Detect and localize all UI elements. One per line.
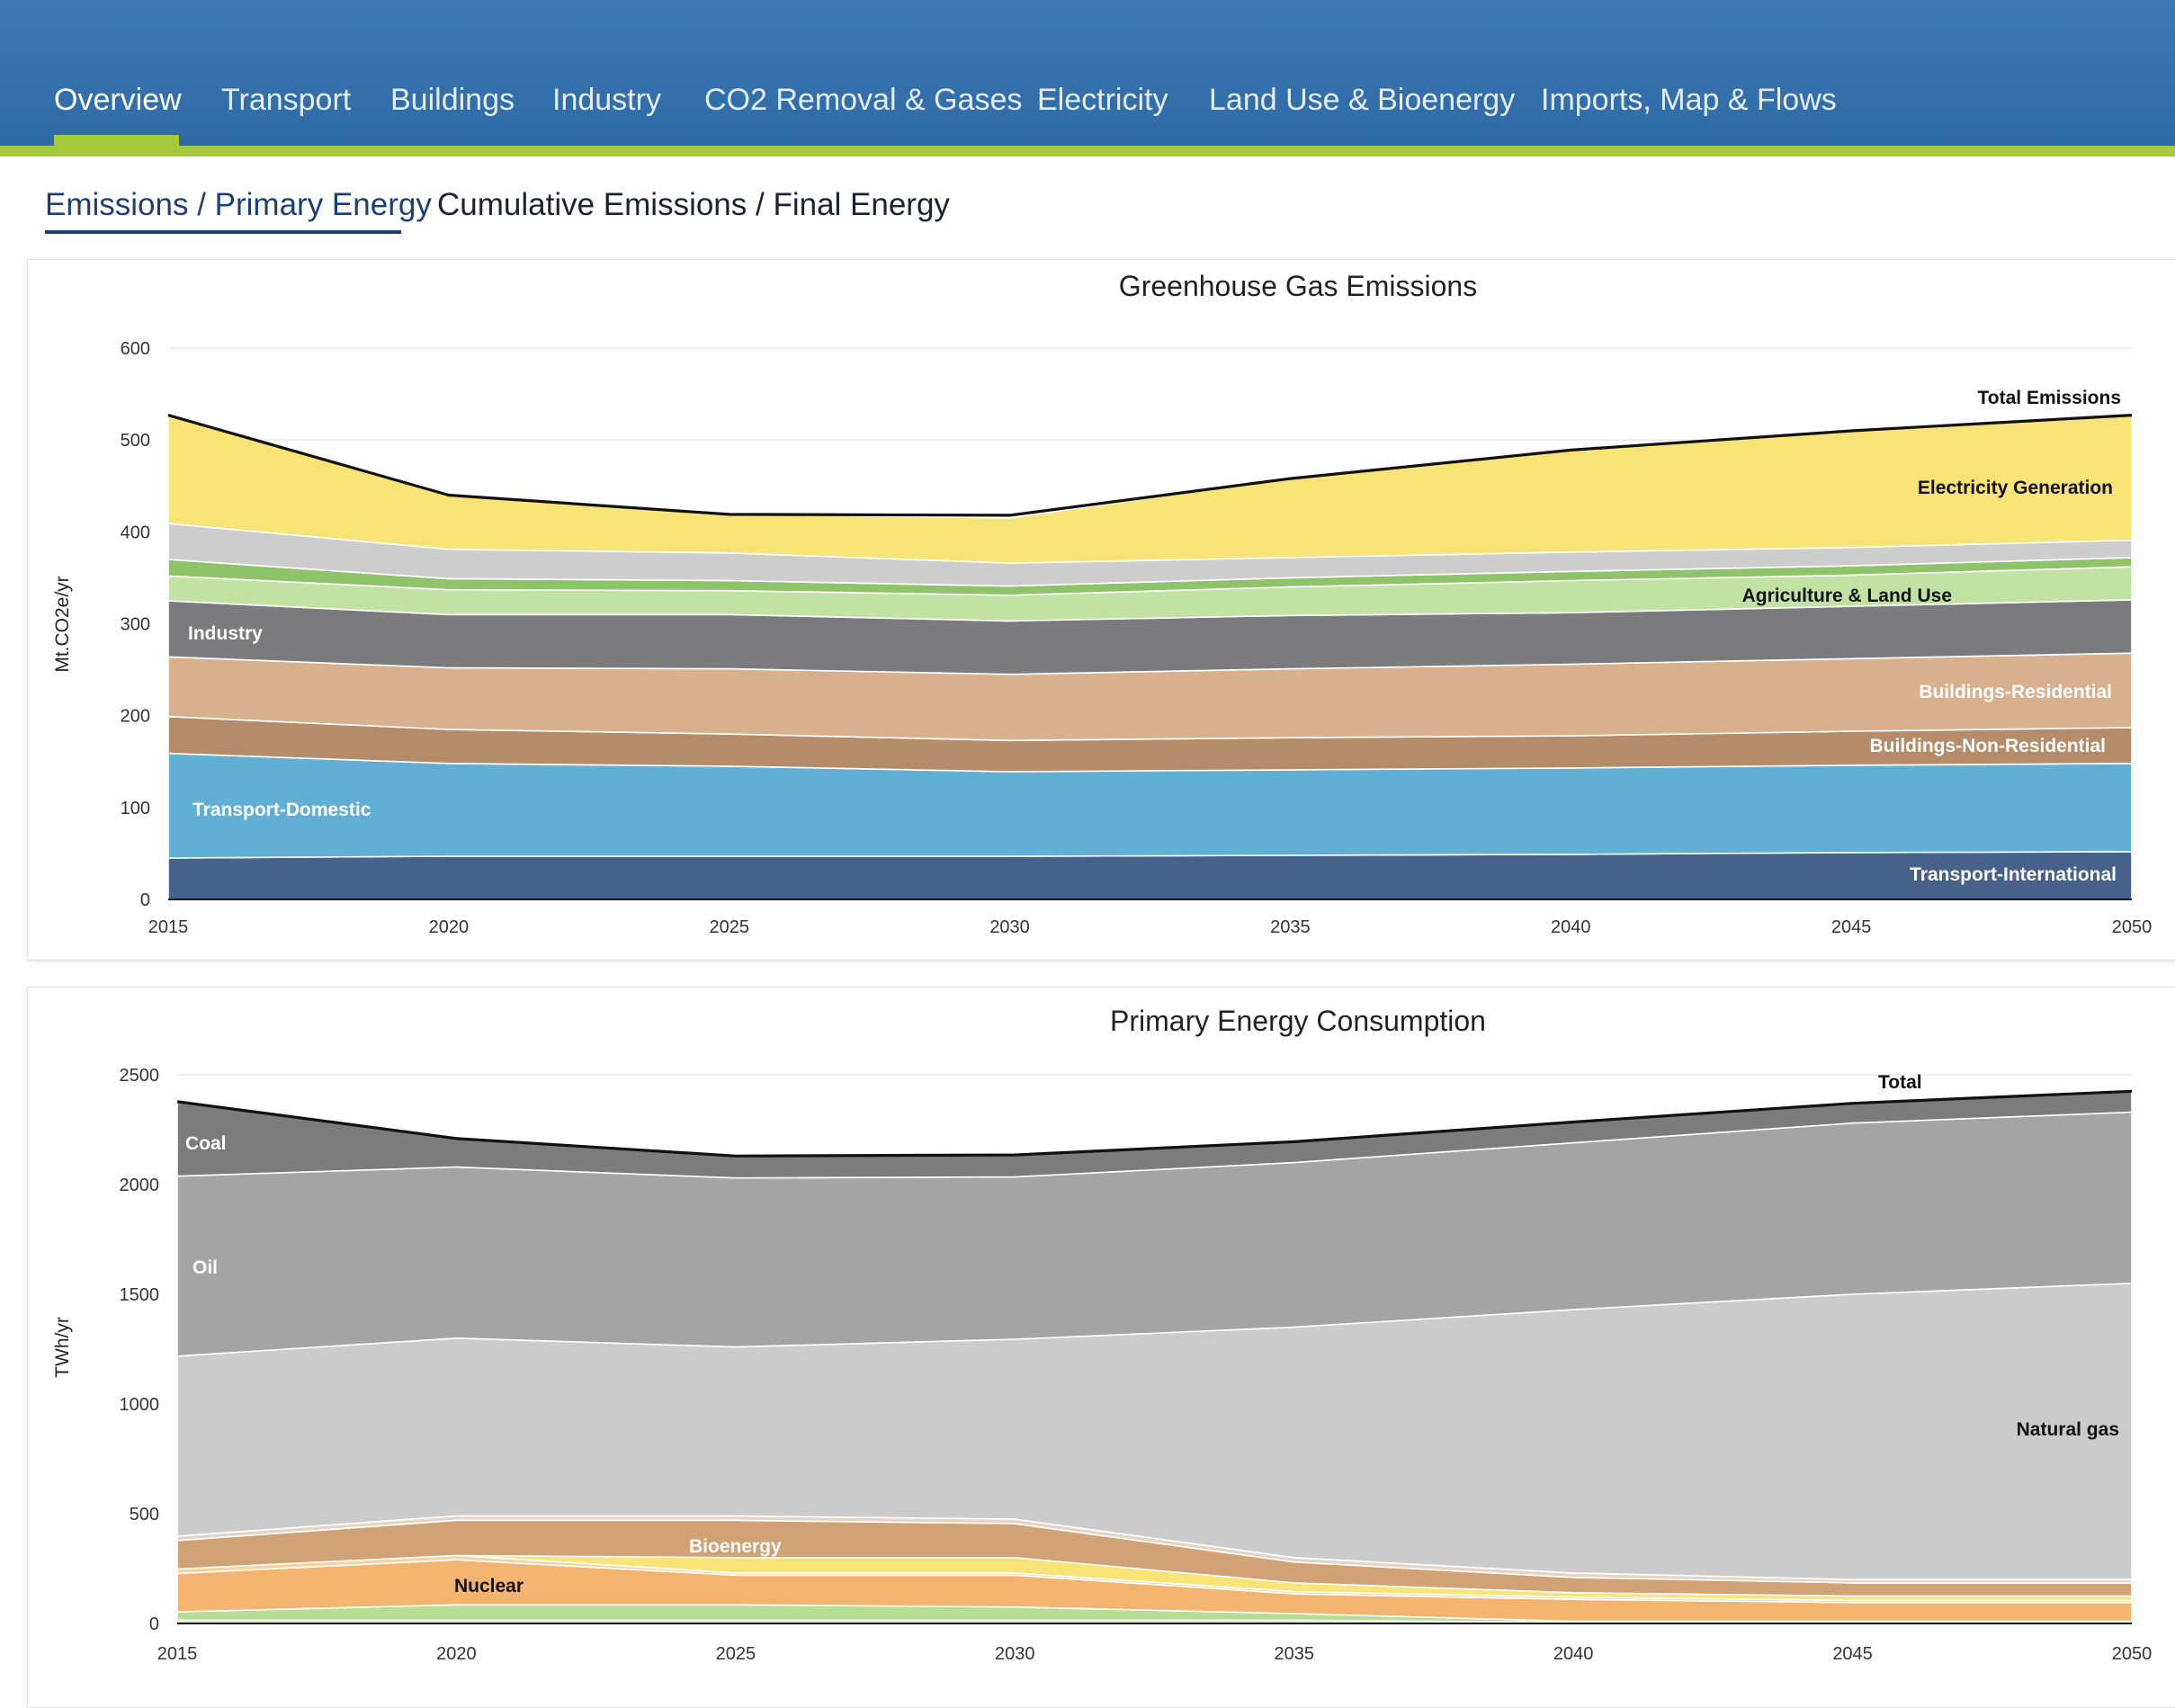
series-label-transport-international: Transport-International	[1910, 864, 2117, 885]
x-tick-label: 2015	[157, 1644, 198, 1664]
series-label-nuclear: Nuclear	[454, 1576, 524, 1596]
x-tick-label: 2035	[1274, 1644, 1314, 1664]
y-tick-label: 100	[121, 799, 150, 818]
x-tick-label: 2025	[709, 917, 749, 937]
nav-tab-overview[interactable]: Overview	[54, 83, 182, 117]
active-tab-indicator	[54, 135, 179, 148]
y-axis-label: TWh/yr	[52, 1317, 73, 1378]
primary-energy-chart-panel: Primary Energy Consumption 0 500 1000 1500 20…	[27, 987, 2175, 1708]
y-tick-label: 1000	[120, 1395, 160, 1415]
y-tick-label: 500	[121, 431, 150, 451]
nav-tab-transport[interactable]: Transport	[221, 83, 352, 117]
x-tick-label: 2025	[716, 1644, 756, 1664]
series-label-transport-domestic: Transport-Domestic	[192, 800, 371, 820]
y-tick-label: 2500	[120, 1066, 160, 1086]
x-tick-label: 2040	[1551, 917, 1591, 937]
y-tick-label: 300	[121, 615, 150, 635]
series-label-buildings-residential: Buildings-Residential	[1919, 682, 2112, 702]
series-label-bioenergy: Bioenergy	[689, 1536, 782, 1557]
total-label: Total	[1878, 1072, 1922, 1093]
total-line	[167, 414, 2133, 517]
y-tick-label: 0	[140, 890, 150, 910]
x-tick-label: 2035	[1270, 917, 1311, 937]
x-tick-label: 2015	[148, 917, 189, 937]
x-tick-label: 2020	[429, 917, 470, 937]
y-tick-label: 600	[121, 339, 150, 359]
y-axis-label: Mt.CO2e/yr	[52, 576, 73, 672]
x-tick-label: 2045	[1832, 1644, 1873, 1664]
y-tick-label: 400	[121, 523, 150, 542]
nav-tab-industry[interactable]: Industry	[552, 83, 661, 117]
nav-tab-land-use-bioenergy[interactable]: Land Use & Bioenergy	[1209, 83, 1516, 117]
x-tick-label: 2045	[1831, 917, 1872, 937]
nav-tab-buildings[interactable]: Buildings	[390, 83, 515, 117]
y-tick-label: 200	[121, 707, 150, 727]
subtab-emissions-primary-energy[interactable]: Emissions / Primary Energy	[45, 187, 432, 222]
ghg-emissions-chart-panel: Greenhouse Gas Emissions 0 100 200 300 400 500…	[27, 259, 2175, 961]
y-tick-label: 1500	[120, 1285, 160, 1305]
x-tick-label: 2050	[2112, 917, 2153, 937]
total-label: Total Emissions	[1978, 388, 2121, 408]
series-label-industry: Industry	[188, 623, 263, 644]
series-label-electricity-generation: Electricity Generation	[1918, 478, 2113, 498]
chart-title: Greenhouse Gas Emissions	[1119, 270, 1477, 302]
active-subtab-indicator	[45, 230, 401, 234]
area-electricity-generation	[167, 414, 2133, 564]
x-tick-label: 2020	[436, 1644, 477, 1664]
y-tick-label: 500	[130, 1505, 159, 1525]
nav-tab-co2-removal-gases[interactable]: CO2 Removal & Gases	[704, 83, 1023, 117]
series-label-agriculture-land-use: Agriculture & Land Use	[1742, 586, 1952, 606]
area-transport-international	[167, 851, 2133, 900]
series-label-oil: Oil	[192, 1257, 218, 1278]
nav-tab-imports-map-flows[interactable]: Imports, Map & Flows	[1541, 83, 1837, 117]
subtab-cumulative-emissions-final-energy[interactable]: Cumulative Emissions / Final Energy	[437, 187, 950, 222]
total-line	[176, 1089, 2133, 1158]
area-series	[176, 1090, 2133, 1624]
x-tick-label: 2030	[995, 1644, 1035, 1664]
x-tick-label: 2050	[2112, 1644, 2153, 1664]
nav-tab-electricity[interactable]: Electricity	[1037, 83, 1168, 117]
ghg-emissions-chart: Greenhouse Gas Emissions 0 100 200 300 400 500…	[52, 270, 2153, 937]
series-label-coal: Coal	[185, 1133, 227, 1154]
x-tick-label: 2040	[1553, 1644, 1594, 1664]
y-tick-label: 2000	[120, 1176, 160, 1195]
primary-energy-chart: Primary Energy Consumption 0 500 1000 1500 20…	[52, 1005, 2153, 1664]
y-tick-label: 0	[149, 1614, 159, 1634]
area-series	[167, 414, 2133, 900]
chart-title: Primary Energy Consumption	[1110, 1005, 1486, 1037]
x-tick-label: 2030	[989, 917, 1030, 937]
top-navigation-bar: Overview Transport Buildings Industry CO…	[0, 0, 2175, 156]
series-label-buildings-non-residential: Buildings-Non-Residential	[1870, 736, 2107, 756]
series-label-natural-gas: Natural gas	[2017, 1419, 2119, 1440]
